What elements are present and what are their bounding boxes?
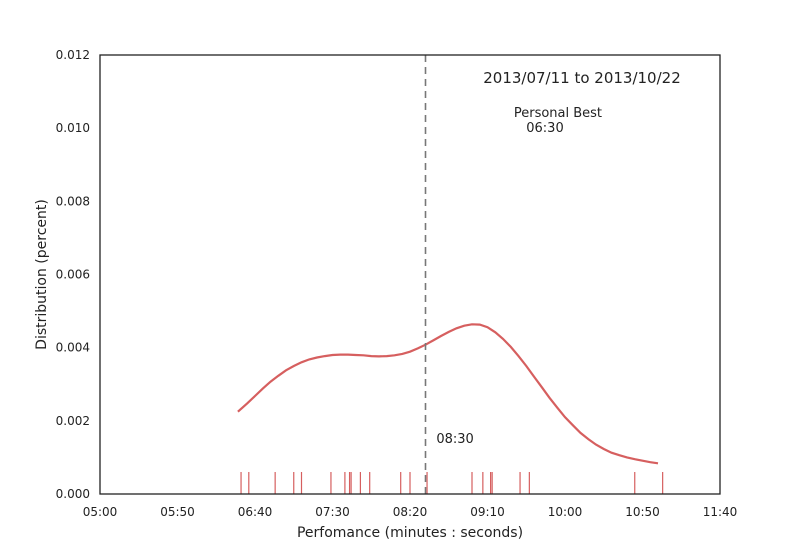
x-tick-label: 07:30	[315, 505, 350, 519]
y-axis-label: Distribution (percent)	[34, 199, 50, 350]
y-tick-label: 0.012	[56, 48, 90, 62]
x-axis-label: Perfomance (minutes : seconds)	[297, 525, 523, 541]
x-tick-label: 06:40	[238, 505, 273, 519]
y-tick-label: 0.004	[56, 341, 90, 355]
annotation-label: Personal Best	[514, 106, 602, 121]
y-tick-label: 0.010	[56, 121, 90, 135]
kde-curve	[237, 323, 659, 465]
x-tick-label: 05:00	[83, 505, 118, 519]
annotation-label: 08:30	[436, 432, 473, 447]
x-tick-label: 05:50	[160, 505, 195, 519]
axes-frame	[99, 54, 721, 495]
x-tick-label: 10:00	[548, 505, 583, 519]
x-tick-label: 08:20	[393, 505, 428, 519]
x-tick-label: 11:40	[703, 505, 738, 519]
y-tick-label: 0.008	[56, 194, 90, 208]
y-tick-label: 0.002	[56, 414, 90, 428]
annotation-label: 06:30	[526, 121, 563, 136]
plot-area	[237, 55, 664, 494]
x-tick-label: 09:10	[470, 505, 505, 519]
x-tick-label: 10:50	[625, 505, 660, 519]
y-axis-ticks: 0.000 0.002 0.004 0.006 0.008 0.010 0.012	[56, 48, 90, 501]
y-tick-label: 0.000	[56, 487, 90, 501]
y-tick-label: 0.006	[56, 268, 90, 282]
chart-title: 2013/07/11 to 2013/10/22	[483, 69, 681, 87]
x-axis-ticks: 05:00 05:50 06:40 07:30 08:20 09:10 10:00 10:50…	[83, 505, 738, 519]
